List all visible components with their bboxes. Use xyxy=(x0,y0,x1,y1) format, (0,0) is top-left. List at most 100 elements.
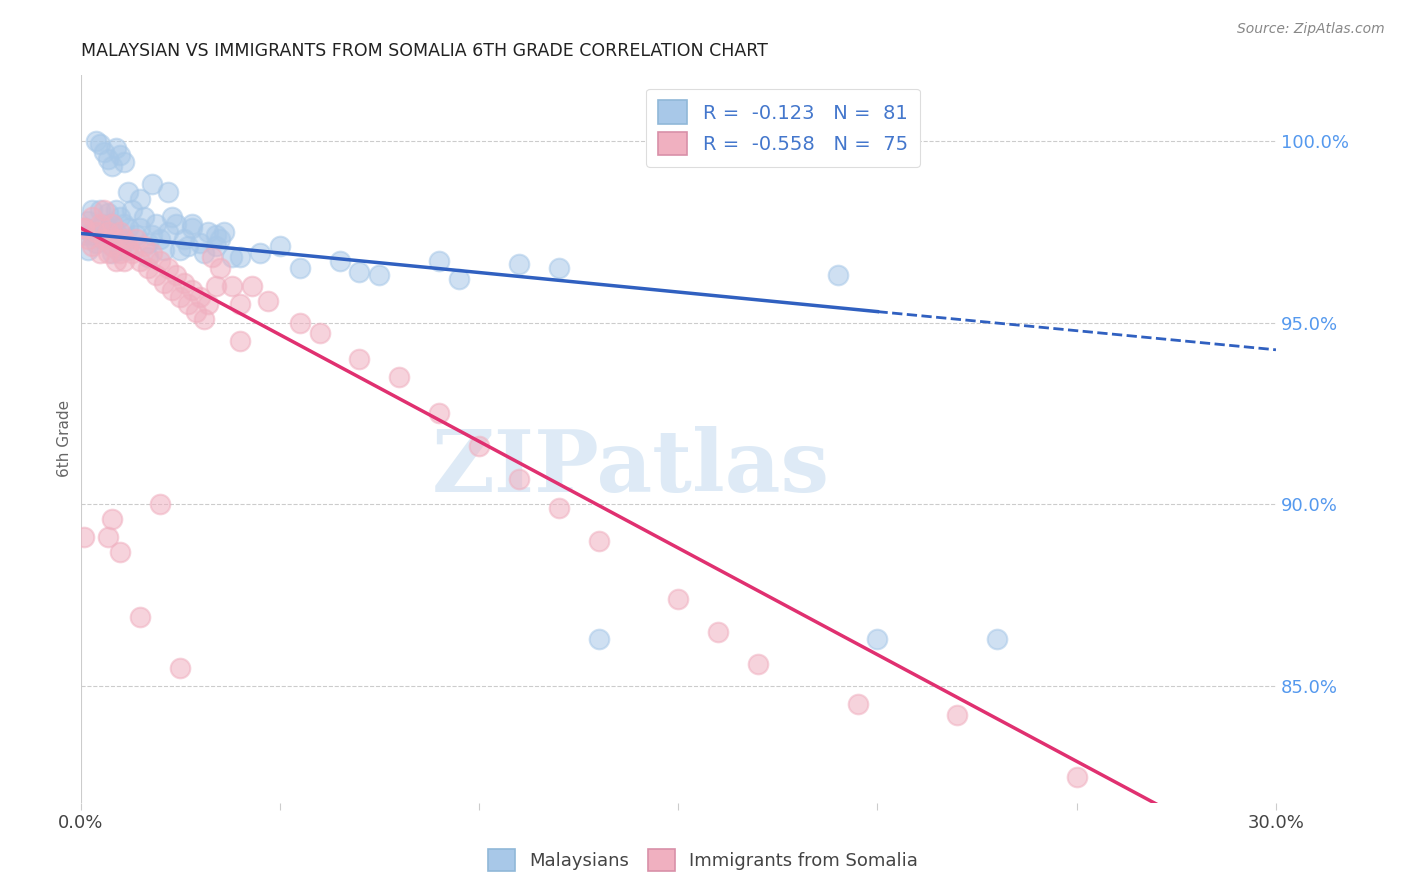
Point xyxy=(547,260,569,275)
Point xyxy=(205,279,228,293)
Point xyxy=(101,217,124,231)
Point xyxy=(986,632,1008,646)
Point xyxy=(588,632,610,646)
Point xyxy=(368,268,391,283)
Point xyxy=(105,253,128,268)
Point xyxy=(110,148,132,162)
Point xyxy=(157,225,180,239)
Point xyxy=(77,232,100,246)
Point xyxy=(134,239,156,253)
Point xyxy=(153,276,176,290)
Point xyxy=(145,268,167,283)
Legend: R =  -0.123   N =  81, R =  -0.558   N =  75: R = -0.123 N = 81, R = -0.558 N = 75 xyxy=(647,88,920,167)
Point xyxy=(946,708,969,723)
Point xyxy=(136,250,159,264)
Point xyxy=(110,232,132,246)
Point xyxy=(165,217,187,231)
Point xyxy=(157,260,180,275)
Point xyxy=(73,221,96,235)
Y-axis label: 6th Grade: 6th Grade xyxy=(58,401,72,477)
Point xyxy=(101,217,124,231)
Point xyxy=(256,293,278,308)
Point xyxy=(82,228,104,243)
Point xyxy=(666,134,689,148)
Point xyxy=(117,239,139,253)
Point xyxy=(197,297,219,311)
Point xyxy=(181,217,204,231)
Point xyxy=(105,141,128,155)
Point xyxy=(86,235,108,250)
Point xyxy=(117,221,139,235)
Point xyxy=(136,235,159,250)
Point xyxy=(229,334,252,348)
Point xyxy=(149,232,172,246)
Point xyxy=(125,232,148,246)
Point xyxy=(468,439,491,453)
Point xyxy=(308,326,330,341)
Point xyxy=(112,155,135,169)
Point xyxy=(181,283,204,297)
Point xyxy=(101,239,124,253)
Point xyxy=(93,232,115,246)
Point xyxy=(112,253,135,268)
Point xyxy=(707,624,730,639)
Point xyxy=(89,221,111,235)
Point xyxy=(89,217,111,231)
Point xyxy=(205,228,228,243)
Point xyxy=(427,406,450,420)
Point xyxy=(89,137,111,152)
Point xyxy=(89,202,111,217)
Point xyxy=(82,239,104,253)
Point xyxy=(125,228,148,243)
Point xyxy=(153,243,176,257)
Point xyxy=(249,246,271,260)
Point xyxy=(97,225,120,239)
Point xyxy=(827,268,849,283)
Point xyxy=(288,316,311,330)
Point xyxy=(136,260,159,275)
Point xyxy=(846,698,869,712)
Point xyxy=(117,243,139,257)
Point xyxy=(201,250,224,264)
Point xyxy=(205,239,228,253)
Point xyxy=(141,178,163,192)
Point xyxy=(86,134,108,148)
Point xyxy=(86,225,108,239)
Legend: Malaysians, Immigrants from Somalia: Malaysians, Immigrants from Somalia xyxy=(481,842,925,879)
Point xyxy=(866,632,889,646)
Point xyxy=(229,250,252,264)
Point xyxy=(181,221,204,235)
Point xyxy=(101,159,124,173)
Point xyxy=(112,217,135,231)
Point xyxy=(117,185,139,199)
Point xyxy=(93,232,115,246)
Point xyxy=(149,497,172,511)
Point xyxy=(173,232,195,246)
Point xyxy=(177,239,200,253)
Point xyxy=(288,260,311,275)
Point xyxy=(747,657,769,672)
Point xyxy=(169,290,191,304)
Point xyxy=(508,257,530,271)
Point xyxy=(141,228,163,243)
Point xyxy=(110,544,132,558)
Point xyxy=(82,210,104,224)
Point xyxy=(101,246,124,260)
Point xyxy=(157,185,180,199)
Point xyxy=(349,264,371,278)
Point xyxy=(208,232,231,246)
Point xyxy=(165,268,187,283)
Point xyxy=(82,202,104,217)
Point xyxy=(449,272,471,286)
Point xyxy=(93,145,115,159)
Point xyxy=(141,246,163,260)
Point xyxy=(229,297,252,311)
Point xyxy=(588,533,610,548)
Point xyxy=(177,297,200,311)
Point xyxy=(121,202,143,217)
Point xyxy=(197,225,219,239)
Point xyxy=(328,253,350,268)
Point xyxy=(184,304,207,318)
Point xyxy=(73,228,96,243)
Point xyxy=(93,225,115,239)
